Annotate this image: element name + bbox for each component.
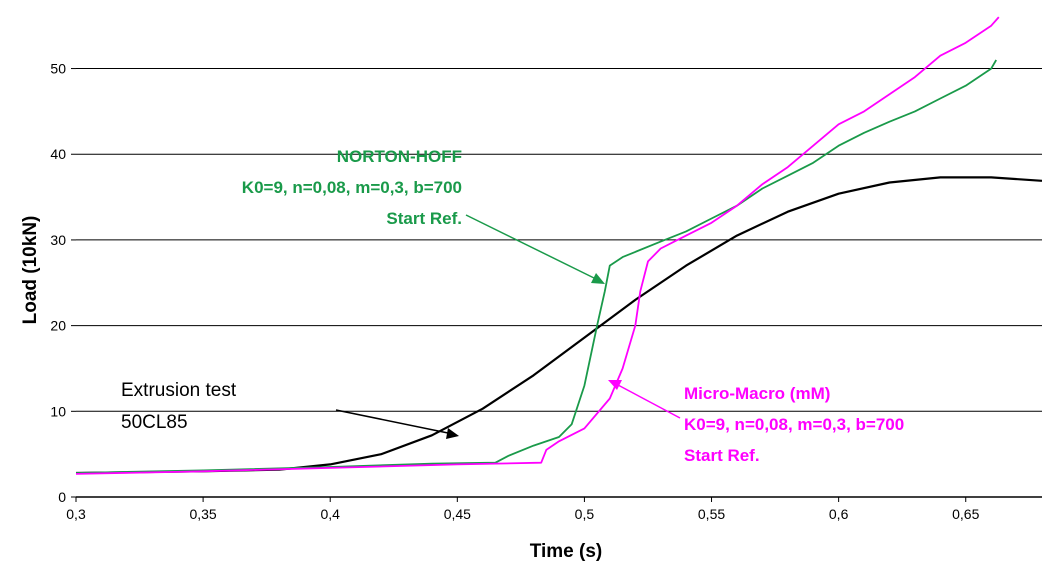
x-tick-label-7: 0,65: [952, 506, 979, 522]
norton-label-line-2: K0=9, n=0,08, m=0,3, b=700: [242, 178, 462, 197]
x-tick-label-0: 0,3: [66, 506, 86, 522]
mm-label-line-1: Micro-Macro (mM): [684, 384, 830, 403]
y-tick-label-3: 30: [50, 232, 66, 248]
annotations: NORTON-HOFF K0=9, n=0,08, m=0,3, b=700 S…: [121, 147, 904, 465]
test-arrow-line: [335, 409, 449, 434]
series-line-mm: [75, 16, 1000, 475]
y-axis-title: Load (10kN): [20, 216, 41, 325]
data-series: [75, 16, 1042, 475]
test-arrow-head: [446, 428, 459, 439]
x-tick-label-1: 0,35: [189, 506, 216, 522]
norton-arrow-line: [465, 214, 595, 279]
y-tick-label-0: 0: [58, 489, 66, 505]
y-tick-label-4: 40: [50, 146, 66, 162]
y-ticks: 0 10 20 30 40 50: [50, 61, 76, 505]
norton-label-line-3: Start Ref.: [386, 209, 462, 228]
grid-lines: [76, 68, 1042, 412]
series-line-norton: [75, 59, 997, 474]
test-label-line-2: 50CL85: [121, 412, 188, 433]
mm-arrow-head: [608, 380, 622, 390]
y-tick-label-5: 50: [50, 61, 66, 77]
x-tick-label-3: 0,45: [444, 506, 471, 522]
y-tick-label-2: 20: [50, 318, 66, 334]
mm-arrow-line: [617, 384, 681, 419]
y-tick-label-1: 10: [50, 403, 66, 419]
x-tick-label-6: 0,6: [829, 506, 849, 522]
x-tick-label-5: 0,55: [698, 506, 725, 522]
norton-arrow-head: [591, 273, 605, 284]
mm-label-line-3: Start Ref.: [684, 446, 760, 465]
x-axis-title: Time (s): [530, 541, 603, 562]
test-label-line-1: Extrusion test: [121, 380, 237, 401]
x-ticks: 0,3 0,35 0,4 0,45 0,5 0,55 0,6 0,65: [66, 497, 980, 522]
norton-label-line-1: NORTON-HOFF: [337, 147, 462, 166]
series-line-test: [75, 176, 1042, 475]
x-tick-label-4: 0,5: [575, 506, 595, 522]
mm-label-line-2: K0=9, n=0,08, m=0,3, b=700: [684, 415, 904, 434]
x-tick-label-2: 0,4: [320, 506, 340, 522]
